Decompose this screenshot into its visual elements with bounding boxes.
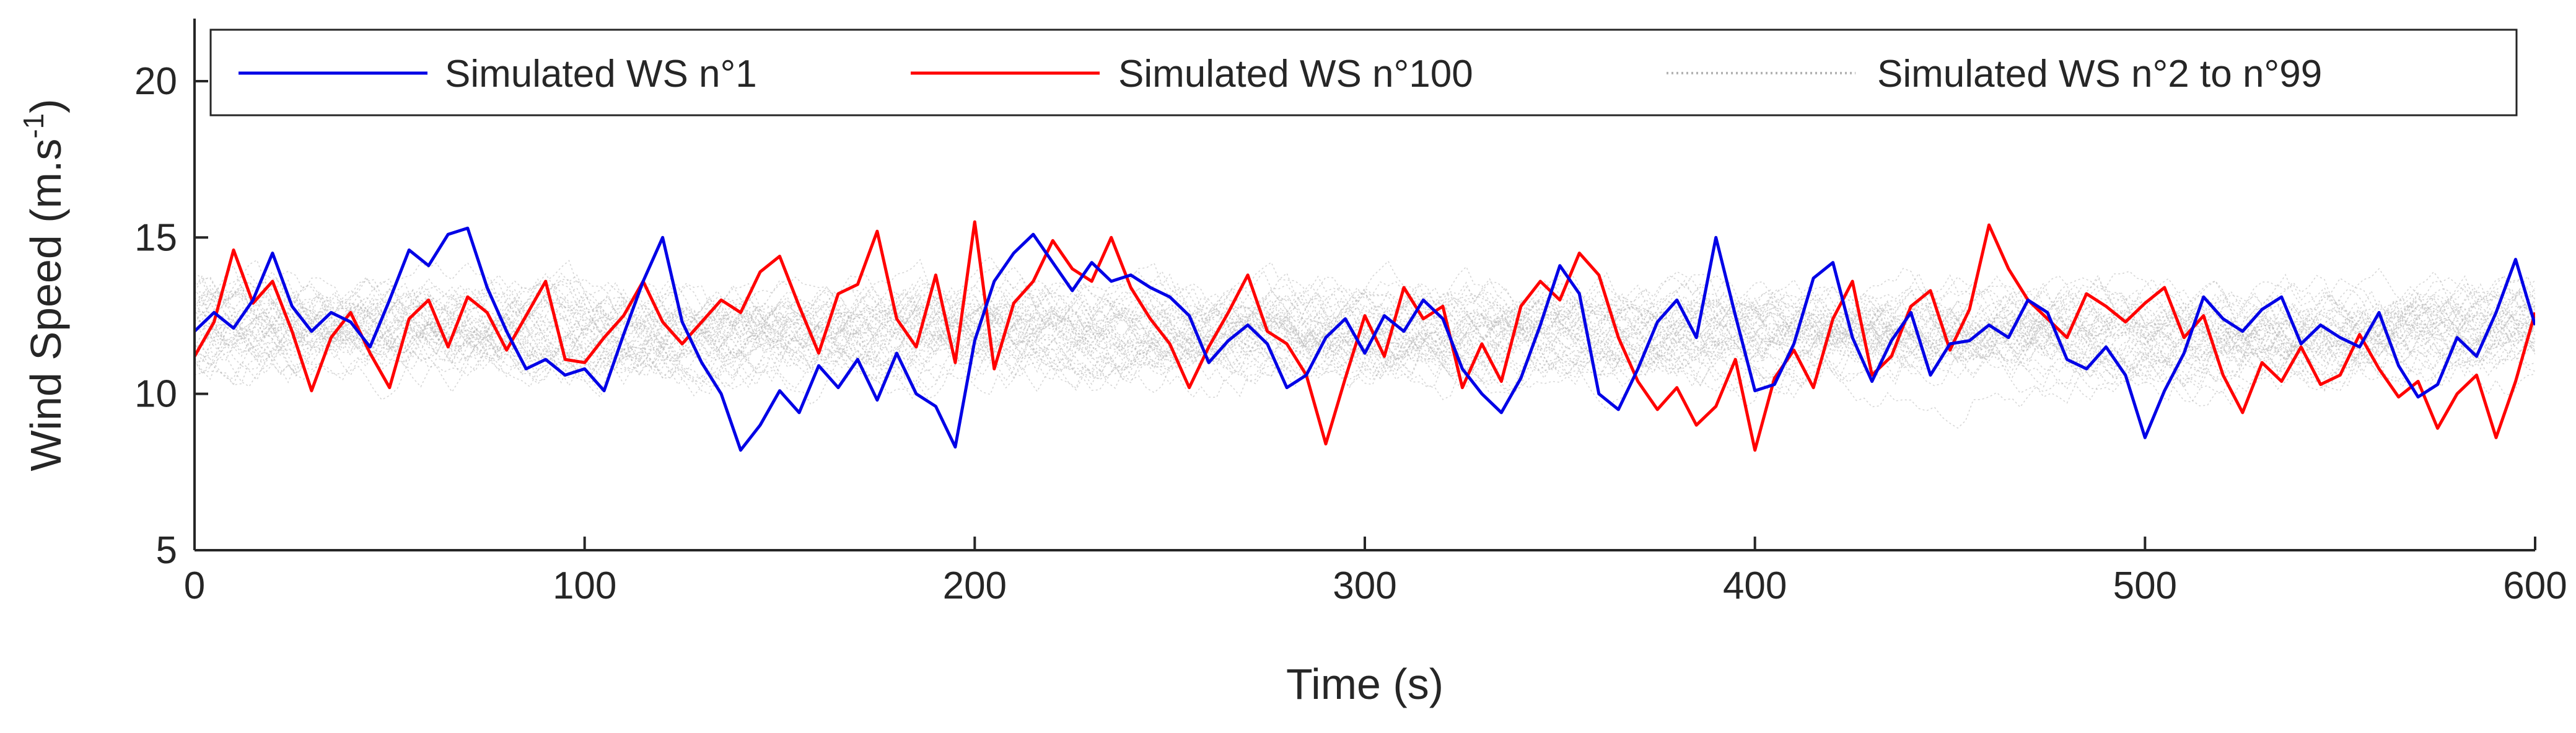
gray-series-line <box>195 274 2535 381</box>
gray-series-line <box>195 276 2535 385</box>
gray-series-line <box>195 275 2535 393</box>
gray-series-line <box>195 259 2535 381</box>
x-axis-label: Time (s) <box>1286 660 1444 708</box>
gray-series-line <box>195 283 2535 404</box>
gray-series-line <box>195 274 2535 400</box>
gray-series-line <box>195 260 2535 387</box>
x-tick-label: 100 <box>553 564 616 607</box>
gray-series-line <box>195 275 2535 377</box>
legend-label-ws2-99: Simulated WS n°2 to n°99 <box>1877 53 2322 95</box>
x-tick-label: 500 <box>2113 564 2177 607</box>
gray-series-line <box>195 273 2535 389</box>
gray-series-line <box>195 260 2535 382</box>
gray-series-line <box>195 258 2535 411</box>
legend-box <box>209 29 2518 116</box>
blue-series-line <box>195 226 2535 452</box>
legend: Simulated WS n°1 Simulated WS n°100 Simu… <box>209 29 2518 116</box>
x-tick-label: 400 <box>1723 564 1787 607</box>
x-tick-label: 600 <box>2503 564 2567 607</box>
y-ticks: 5 10 15 20 <box>134 60 208 572</box>
y-axis-label: Wind Speed (m.s-1) <box>17 99 70 471</box>
y-tick-label: 20 <box>134 60 177 103</box>
gray-series-line <box>195 273 2535 384</box>
gray-series-line <box>195 276 2535 388</box>
x-tick-label: 0 <box>184 564 205 607</box>
gray-series-line <box>195 271 2535 405</box>
legend-label-ws100: Simulated WS n°100 <box>1118 53 1473 95</box>
gray-series-line <box>195 270 2535 400</box>
gray-series-line <box>195 281 2535 400</box>
gray-series-line <box>195 287 2535 387</box>
gray-simulations-band <box>195 256 2535 429</box>
y-tick-label: 5 <box>156 529 177 572</box>
x-ticks: 0 100 200 300 400 500 600 <box>184 537 2567 607</box>
gray-series-line <box>195 284 2535 406</box>
gray-series-line <box>195 262 2535 393</box>
gray-series-line <box>195 284 2535 401</box>
gray-series-line <box>195 281 2535 406</box>
gray-series-line <box>195 256 2535 391</box>
x-tick-label: 300 <box>1333 564 1396 607</box>
legend-label-ws1: Simulated WS n°1 <box>445 53 757 95</box>
y-tick-label: 10 <box>134 373 177 416</box>
gray-series-line <box>195 272 2535 395</box>
red-series-line <box>195 220 2535 452</box>
gray-series-line <box>195 266 2535 395</box>
x-tick-label: 200 <box>943 564 1007 607</box>
gray-series-line <box>195 272 2535 389</box>
y-tick-label: 15 <box>134 216 177 259</box>
gray-series-line <box>195 277 2535 400</box>
